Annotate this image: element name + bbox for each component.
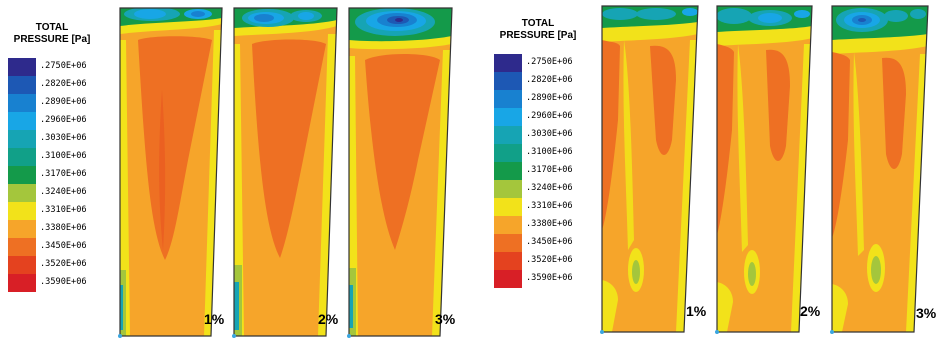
- corner-marker: [347, 334, 351, 338]
- legend-swatch: [494, 270, 522, 288]
- legend-title-left: TOTAL PRESSURE [Pa]: [12, 22, 92, 46]
- legend-value: .3520E+06: [526, 255, 573, 265]
- legend-value: .3450E+06: [526, 237, 573, 247]
- legend-swatch: [8, 256, 36, 274]
- corner-marker: [118, 334, 122, 338]
- legend-value: .2750E+06: [526, 57, 573, 67]
- legend-value: .3590E+06: [526, 273, 573, 283]
- legend-swatch: [8, 274, 36, 292]
- legend-value: .2820E+06: [40, 79, 87, 89]
- corner-marker: [232, 334, 236, 338]
- panel-label-left-3: 3%: [435, 311, 456, 327]
- legend-swatch: [8, 166, 36, 184]
- legend-swatch: [8, 58, 36, 76]
- legend-swatch: [494, 234, 522, 252]
- contour-panel-left-2: [234, 8, 337, 336]
- legend-value: .3100E+06: [526, 147, 573, 157]
- legend-swatch: [494, 252, 522, 270]
- legend-value: .3520E+06: [40, 259, 87, 269]
- legend-title-line2: PRESSURE [Pa]: [499, 30, 577, 41]
- legend-value: .3380E+06: [526, 219, 573, 229]
- legend-swatch: [494, 216, 522, 234]
- contour-panel-right-2: [717, 6, 812, 332]
- legend-swatch: [8, 130, 36, 148]
- legend-value: .2750E+06: [40, 61, 87, 71]
- legend-value: .3170E+06: [526, 165, 573, 175]
- legend-value: .2890E+06: [40, 97, 87, 107]
- contour-panel-right-1: [602, 6, 698, 332]
- legend-swatch: [494, 198, 522, 216]
- legend-value: .3030E+06: [526, 129, 573, 139]
- corner-marker: [830, 330, 834, 334]
- legend-value: .2890E+06: [526, 93, 573, 103]
- panel-label-left-2: 2%: [318, 311, 339, 327]
- legend-swatch: [8, 112, 36, 130]
- legend-swatch: [8, 202, 36, 220]
- legend-value: .3240E+06: [526, 183, 573, 193]
- legend-swatch: [494, 126, 522, 144]
- legend-value: .2960E+06: [526, 111, 573, 121]
- legend-swatch: [494, 72, 522, 90]
- legend-title-line1: TOTAL: [35, 22, 69, 33]
- corner-marker: [715, 330, 719, 334]
- legend-title-line2: PRESSURE [Pa]: [13, 34, 91, 45]
- legend-value: .2820E+06: [526, 75, 573, 85]
- legend-swatch: [8, 184, 36, 202]
- contour-panel-left-3: [349, 8, 452, 336]
- legend-swatch: [494, 180, 522, 198]
- legend-swatch: [494, 90, 522, 108]
- panel-label-right-1: 1%: [686, 303, 707, 319]
- legend-swatch: [8, 76, 36, 94]
- legend-value: .3310E+06: [526, 201, 573, 211]
- legend-value: .3170E+06: [40, 169, 87, 179]
- legend-value: .3240E+06: [40, 187, 87, 197]
- contour-panel-left-1: [120, 8, 222, 336]
- legend-value: .3310E+06: [40, 205, 87, 215]
- panel-label-right-2: 2%: [800, 303, 821, 319]
- legend-swatch: [8, 238, 36, 256]
- legend-swatch: [494, 108, 522, 126]
- legend-swatch: [494, 144, 522, 162]
- panel-label-right-3: 3%: [916, 305, 937, 321]
- legend-value: .3030E+06: [40, 133, 87, 143]
- legend-swatch: [8, 94, 36, 112]
- corner-marker: [600, 330, 604, 334]
- contour-panel-right-3: [832, 6, 928, 332]
- legend-swatch: [8, 148, 36, 166]
- legend-swatch: [494, 162, 522, 180]
- legend-swatch: [494, 54, 522, 72]
- legend-value: .3450E+06: [40, 241, 87, 251]
- legend-title-right: TOTAL PRESSURE [Pa]: [493, 18, 583, 42]
- legend-value: .3590E+06: [40, 277, 87, 287]
- legend-title-line1: TOTAL: [521, 18, 555, 29]
- legend-swatch: [8, 220, 36, 238]
- legend-value: .3100E+06: [40, 151, 87, 161]
- panel-label-left-1: 1%: [204, 311, 225, 327]
- legend-value: .2960E+06: [40, 115, 87, 125]
- legend-value: .3380E+06: [40, 223, 87, 233]
